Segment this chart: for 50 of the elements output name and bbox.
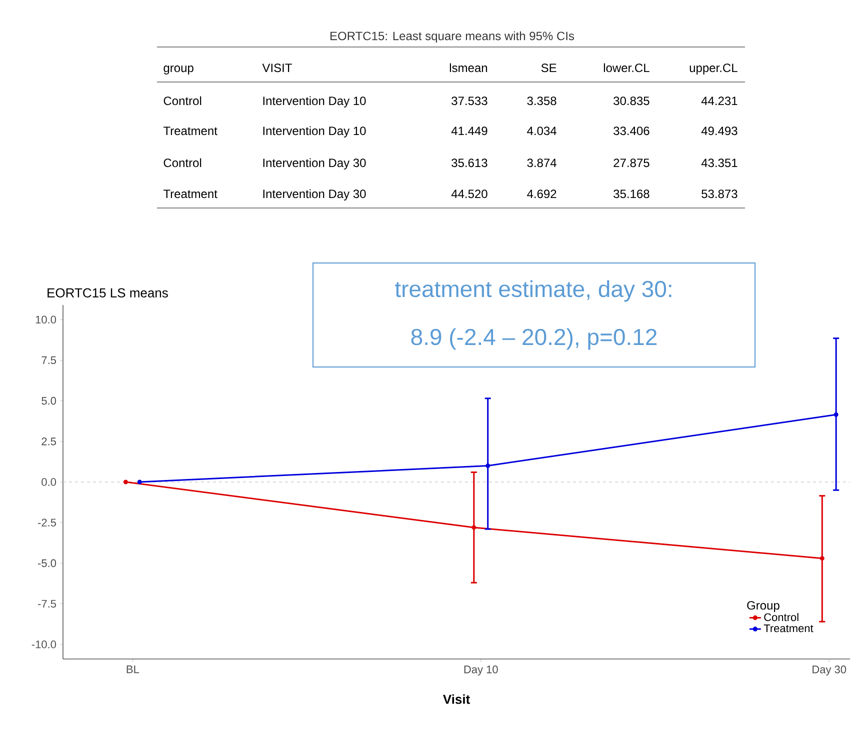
y-tick-label: 7.5 (42, 356, 56, 364)
text: Intervention Day 30 (263, 158, 366, 170)
legend-title: Group (747, 601, 780, 612)
text: 49.493 (701, 126, 738, 136)
text: 33.406 (614, 126, 650, 136)
text: 30.835 (614, 96, 650, 106)
text: Treatment (163, 190, 218, 198)
text: lsmean (450, 63, 488, 72)
y-tick-label: -5.0 (38, 559, 56, 568)
y-tick-label: 10.0 (36, 316, 56, 324)
y-tick-label: 5.0 (42, 396, 56, 405)
text: 43.351 (701, 158, 738, 168)
text: EORTC15: Least square means with 95% CIs (330, 31, 574, 43)
x-tick-label: Day 10 (464, 666, 498, 676)
text: 41.449 (451, 126, 488, 136)
x-tick-label: BL (126, 666, 140, 674)
text: 3.874 (527, 158, 556, 168)
text: 27.875 (614, 158, 650, 168)
text: 3.358 (527, 96, 556, 106)
text: 4.692 (527, 190, 556, 198)
text: Intervention Day 10 (263, 126, 366, 138)
text: 35.613 (452, 158, 488, 168)
y-tick-label: 2.5 (42, 438, 56, 446)
text: 53.873 (702, 190, 738, 198)
text: 35.168 (614, 190, 650, 198)
text: upper.CL (690, 64, 738, 74)
text: 44.520 (451, 190, 488, 198)
y-tick-label: -10.0 (32, 640, 56, 648)
annotation: 8.9 (-2.4 – 20.2), p=0.12 (411, 328, 657, 350)
y-tick-label: 0.0 (42, 478, 56, 486)
chart-title: EORTC15 LS means (48, 288, 168, 298)
legend-label: Control (764, 613, 798, 622)
text: SE (541, 64, 556, 72)
text: lower.CL (604, 63, 650, 72)
text: Control (164, 96, 202, 106)
text: Intervention Day 30 (263, 189, 366, 200)
text: 4.034 (527, 126, 556, 136)
text: VISIT (262, 64, 292, 72)
x-axis-title: Visit (442, 694, 470, 704)
text: 44.231 (701, 96, 738, 106)
text: 37.533 (452, 96, 488, 106)
text: Treatment (163, 126, 218, 136)
text: treatment estimate, day 30: (395, 280, 672, 302)
text: Intervention Day 10 (263, 96, 366, 108)
x-tick-label: Day 30 (812, 666, 846, 676)
y-tick-label: -7.5 (38, 600, 56, 608)
y-tick-label: -2.5 (38, 518, 56, 526)
text: Control (164, 158, 202, 168)
legend-label: Treatment (764, 624, 814, 632)
text: group (164, 66, 194, 74)
